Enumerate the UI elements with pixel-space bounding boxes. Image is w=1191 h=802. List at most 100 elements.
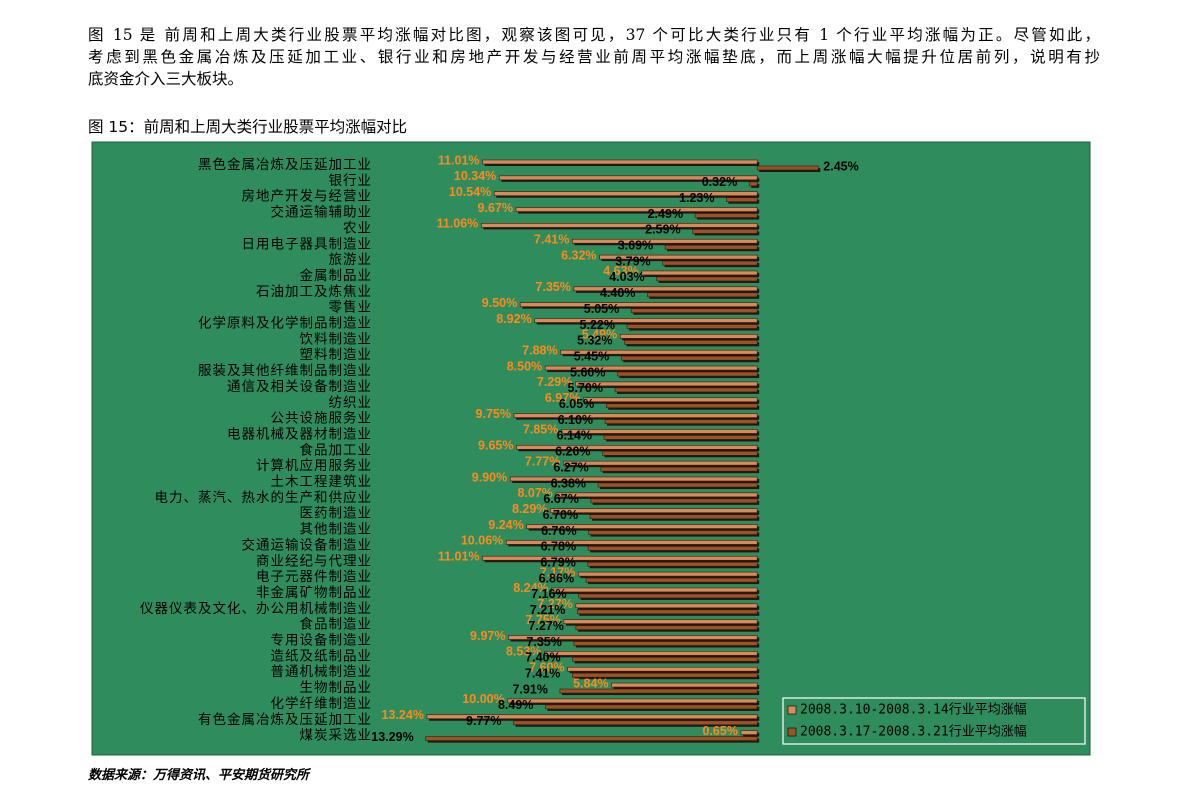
bar [573, 641, 758, 646]
category-label: 生物制品业 [300, 680, 373, 696]
value-label: 1.23% [679, 191, 714, 205]
value-label: 2.59% [645, 223, 680, 237]
value-label: 13.29% [371, 730, 413, 744]
bar [619, 334, 758, 339]
value-label: 7.75% [525, 613, 560, 627]
value-label: 9.65% [478, 439, 513, 453]
value-label: 4.40% [600, 286, 635, 300]
category-label: 其他制造业 [300, 522, 373, 538]
category-label: 通信及相关设备制造业 [227, 378, 372, 395]
bar [513, 413, 758, 418]
category-label: 煤炭采选业 [300, 728, 373, 744]
value-label: 8.07% [517, 486, 552, 500]
bar [656, 276, 758, 282]
category-label: 纺织业 [329, 395, 373, 411]
bar [544, 365, 758, 371]
bar [578, 593, 758, 599]
legend-swatch [787, 705, 797, 715]
category-label: 食品加工业 [300, 441, 373, 458]
value-label: 5.32% [577, 334, 612, 348]
value-label: 6.32% [561, 248, 596, 262]
value-label: 6.67% [543, 492, 578, 506]
value-label: 11.01% [438, 550, 480, 564]
bar [664, 244, 758, 250]
legend-label: 2008.3.10-2008.3.14行业平均涨幅 [800, 703, 1027, 718]
bar [756, 165, 819, 171]
bar [563, 460, 758, 466]
value-label: 6.27% [553, 460, 588, 474]
bar [590, 498, 758, 504]
value-label: 7.16% [531, 587, 566, 601]
bar [602, 450, 758, 456]
paragraph-line: 图 15 是 前周和上周大类行业股票平均涨幅对比图，观察该图可见，37 个可比大… [88, 26, 1100, 44]
value-label: 6.14% [557, 429, 592, 443]
value-label: 9.97% [470, 629, 505, 643]
bar [507, 698, 758, 704]
value-label: 7.91% [512, 682, 547, 696]
value-label: 3.79% [615, 254, 650, 268]
value-label: 6.76% [541, 524, 576, 538]
category-label: 食品制造业 [300, 616, 373, 633]
legend-box [782, 697, 1086, 745]
bar [555, 492, 758, 498]
value-label: 10.54% [449, 185, 491, 199]
value-label: 3.69% [618, 239, 653, 253]
category-label: 土木工程建筑业 [271, 474, 373, 490]
value-label: 9.50% [482, 296, 517, 310]
category-label: 石油加工及炼焦业 [256, 284, 372, 300]
category-label: 交通运输设备制造业 [242, 536, 373, 553]
paragraph-line: 考虑到黑色金属冶炼及压延加工业、银行业和房地产开发与经营业前周平均涨幅垫底，而上… [88, 48, 1100, 66]
bar [587, 546, 758, 551]
bar [617, 371, 758, 377]
value-label: 2.45% [823, 159, 858, 173]
value-label: 9.90% [472, 470, 507, 484]
source-note: 数据来源：万得资讯、平安期货研究所 [88, 768, 310, 783]
bar [583, 397, 758, 403]
category-label: 普通机械制造业 [271, 664, 373, 680]
bar [559, 688, 758, 694]
bar [544, 651, 758, 656]
chart: 黑色金属冶炼及压延加工业 11.01% 2.45% 银行业 10.34% 0.32% 房地产… [91, 141, 1091, 756]
bar [726, 197, 758, 202]
category-label: 金属制品业 [300, 268, 373, 284]
category-label: 有色金属冶炼及压延加工业 [198, 711, 372, 728]
bar [567, 666, 758, 672]
bar [605, 403, 758, 409]
value-label: 0.65% [703, 724, 738, 738]
value-label: 7.88% [522, 343, 557, 357]
value-label: 8.29% [512, 502, 547, 516]
legend-label: 2008.3.17-2008.3.21行业平均涨幅 [800, 725, 1027, 740]
value-label: 7.29% [537, 375, 572, 389]
bar [600, 466, 758, 472]
category-label: 房地产开发与经营业 [242, 189, 373, 205]
bar [572, 672, 758, 678]
bar [603, 435, 758, 440]
category-label: 服装及其他纤维制品制造业 [198, 363, 372, 379]
bar [589, 514, 758, 520]
bar [585, 577, 758, 583]
bar [551, 587, 758, 593]
category-label: 旅游业 [329, 252, 373, 268]
bar [519, 302, 758, 307]
value-label: 6.70% [543, 508, 578, 522]
bar [575, 625, 758, 630]
category-label: 仪器仪表及文化、办公用机械制造业 [140, 601, 372, 617]
bar [614, 387, 758, 393]
bar [572, 657, 758, 662]
paragraph-line: 底资金介入三大板块。 [88, 70, 244, 88]
bar [694, 213, 758, 218]
category-label: 化学原料及化学制品制造业 [198, 316, 372, 332]
value-label: 10.34% [454, 169, 496, 183]
value-label: 7.60% [529, 660, 564, 674]
bar [513, 720, 758, 726]
category-label: 塑料制造业 [300, 347, 373, 363]
value-label: 7.41% [534, 233, 569, 247]
value-label: 10.06% [461, 534, 503, 548]
category-label: 黑色金属冶炼及压延加工业 [198, 156, 372, 173]
value-label: 8.50% [507, 359, 542, 373]
bar [515, 207, 758, 212]
value-label: 6.38% [551, 476, 586, 490]
bar [508, 635, 758, 640]
value-label: 7.27% [537, 597, 572, 611]
category-label: 化学纤维制造业 [271, 696, 373, 712]
